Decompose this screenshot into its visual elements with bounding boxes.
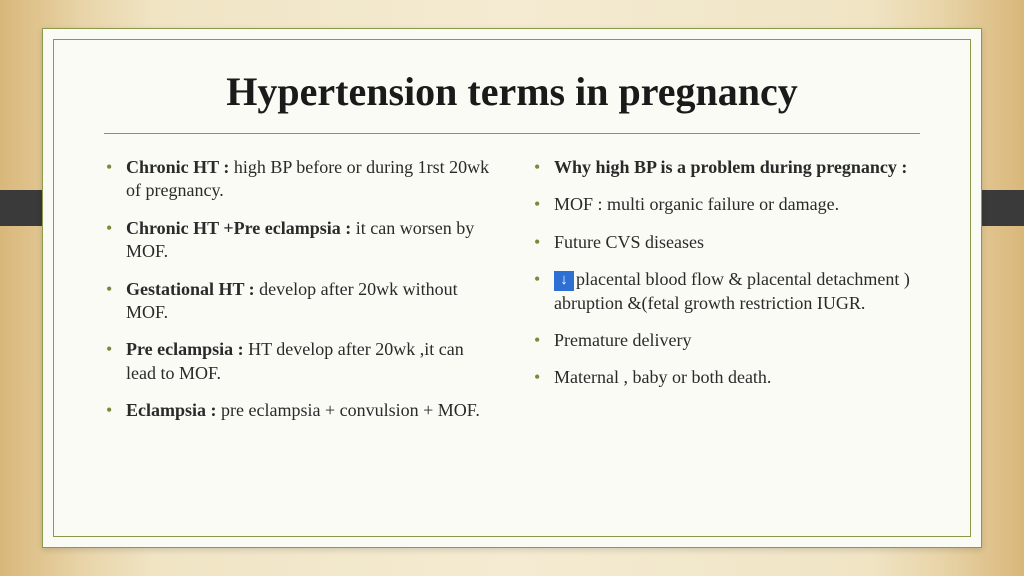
list-item-text: Premature delivery: [554, 330, 691, 350]
title-divider: [104, 133, 920, 134]
list-item: MOF : multi organic failure or damage.: [532, 193, 920, 216]
list-item-bold: Why high BP is a problem during pregnanc…: [554, 157, 907, 177]
list-item-text: Future CVS diseases: [554, 232, 704, 252]
list-item: Pre eclampsia : HT develop after 20wk ,i…: [104, 338, 492, 385]
right-column: Why high BP is a problem during pregnanc…: [532, 156, 920, 437]
down-arrow-icon: ↓: [554, 271, 574, 291]
list-item: Gestational HT : develop after 20wk with…: [104, 278, 492, 325]
list-item: Maternal , baby or both death.: [532, 366, 920, 389]
slide-card-outer: Hypertension terms in pregnancy Chronic …: [42, 28, 982, 548]
list-item-text: placental blood flow & placental detachm…: [554, 269, 910, 312]
slide-title: Hypertension terms in pregnancy: [104, 68, 920, 115]
list-item-bold: Chronic HT +Pre eclampsia :: [126, 218, 356, 238]
list-item: Future CVS diseases: [532, 231, 920, 254]
slide-card-inner: Hypertension terms in pregnancy Chronic …: [53, 39, 971, 537]
list-item: ↓placental blood flow & placental detach…: [532, 268, 920, 315]
list-item: Premature delivery: [532, 329, 920, 352]
list-item-bold: Pre eclampsia :: [126, 339, 248, 359]
list-item-text: pre eclampsia + convulsion + MOF.: [221, 400, 480, 420]
list-item-bold: Eclampsia :: [126, 400, 221, 420]
list-item: Chronic HT : high BP before or during 1r…: [104, 156, 492, 203]
left-column: Chronic HT : high BP before or during 1r…: [104, 156, 492, 437]
list-item-bold: Chronic HT :: [126, 157, 234, 177]
left-list: Chronic HT : high BP before or during 1r…: [104, 156, 492, 423]
list-item-text: MOF : multi organic failure or damage.: [554, 194, 839, 214]
list-item: Chronic HT +Pre eclampsia : it can worse…: [104, 217, 492, 264]
list-item-text: Maternal , baby or both death.: [554, 367, 771, 387]
content-columns: Chronic HT : high BP before or during 1r…: [104, 156, 920, 437]
right-list: Why high BP is a problem during pregnanc…: [532, 156, 920, 390]
list-item: Why high BP is a problem during pregnanc…: [532, 156, 920, 179]
list-item-bold: Gestational HT :: [126, 279, 259, 299]
list-item: Eclampsia : pre eclampsia + convulsion +…: [104, 399, 492, 422]
